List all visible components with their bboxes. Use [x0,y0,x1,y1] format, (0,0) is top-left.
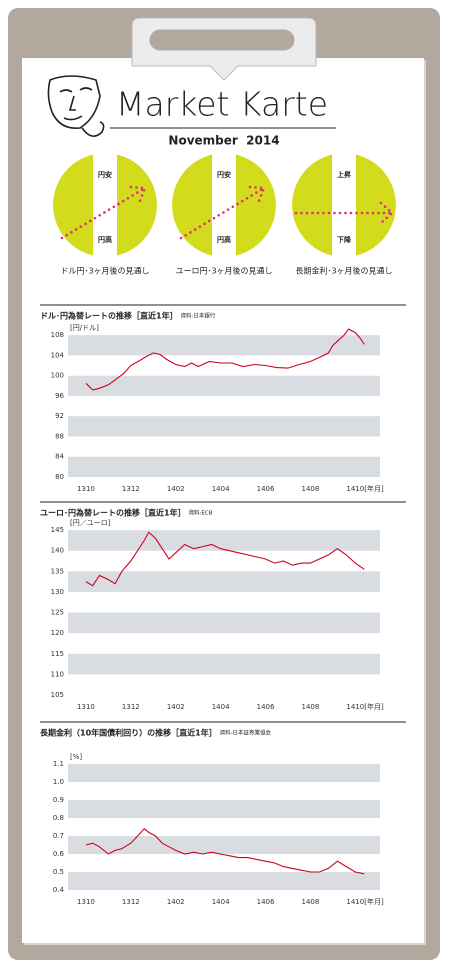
x-tick-label: 1312 [122,485,140,493]
x-unit: [年月] [364,702,384,711]
x-tick-label: 1410 [346,485,364,493]
outlook-arrows [60,185,394,240]
grid-band [68,836,380,854]
y-tick-label: 0.4 [53,886,65,894]
grid-band [68,530,380,551]
y-tick-label: 96 [55,392,64,400]
x-tick-label: 1406 [257,898,275,906]
chart-source: 資料:日本証券業協会 [220,729,272,737]
y-tick-label: 92 [55,412,64,420]
outlook-top: 上昇 [337,170,351,179]
outlook-bottom: 円高 [217,235,231,244]
grid-band [68,872,380,890]
data-line [85,828,365,875]
chart-source: 資料:ECB [189,509,213,517]
x-tick-label: 1410 [346,898,364,906]
x-tick-label: 1404 [212,898,230,906]
grid-band [68,456,380,477]
outlook-dial [172,153,276,257]
subtitle: November 2014 [168,134,279,148]
x-tick-label: 1312 [122,898,140,906]
y-tick-label: 135 [51,567,64,575]
x-unit: [年月] [364,484,384,493]
grid-band [68,335,380,356]
outlook-caption: ドル円･3ヶ月後の見通し [60,266,149,276]
y-unit: [円/ドル] [70,324,99,332]
y-tick-label: 104 [51,351,65,359]
outlook-caption: 長期金利･3ヶ月後の見通し [295,266,392,276]
y-tick-label: 125 [51,609,64,617]
chart-title: ドル･円為替レートの推移［直近1年］ [40,311,178,321]
grid-band [68,375,380,396]
outlook-bottom: 円高 [98,235,112,244]
grid-band [68,612,380,634]
x-tick-label: 1402 [167,898,185,906]
chart-title: ユーロ･円為替レートの推移［直近1年］ [40,508,186,518]
y-tick-label: 110 [51,670,64,678]
x-tick-label: 1402 [167,703,185,711]
chart-title: 長期金利（10年国債利回り）の推移［直近1年］ [40,728,217,738]
grid-band [68,571,380,592]
y-tick-label: 120 [51,629,64,637]
outlook-dial [292,153,396,257]
outlook-dial [53,153,157,257]
x-tick-label: 1406 [257,703,275,711]
y-tick-label: 0.8 [53,814,64,822]
grid-band [68,764,380,782]
x-tick-label: 1408 [302,898,320,906]
x-tick-label: 1310 [77,485,95,493]
outlook-bottom: 下降 [337,235,352,244]
title: Market Karte [116,85,328,124]
y-unit: [%] [70,753,82,761]
y-tick-label: 88 [55,432,64,440]
grid-band [68,653,380,675]
y-tick-label: 108 [51,331,64,339]
logo [47,75,105,137]
y-tick-label: 140 [51,547,64,555]
y-tick-label: 145 [51,526,64,534]
x-tick-label: 1408 [302,485,320,493]
y-tick-label: 1.1 [53,760,64,768]
y-tick-label: 0.6 [53,850,65,858]
clip [131,17,317,81]
x-tick-label: 1404 [212,485,230,493]
y-tick-label: 100 [51,372,64,380]
x-tick-label: 1310 [77,703,95,711]
x-tick-label: 1406 [257,485,275,493]
x-unit: [年月] [364,897,384,906]
outlook-top: 円安 [217,170,231,179]
y-tick-label: 80 [55,473,64,481]
outlook-top: 円安 [98,170,112,179]
y-tick-label: 0.5 [53,868,64,876]
x-tick-label: 1402 [167,485,185,493]
y-tick-label: 0.7 [53,832,64,840]
y-tick-label: 1.0 [53,778,64,786]
y-tick-label: 84 [55,453,64,461]
y-unit: [円／ユーロ] [70,519,111,527]
x-tick-label: 1312 [122,703,140,711]
y-tick-label: 105 [51,691,64,699]
y-tick-label: 130 [51,588,64,596]
x-tick-label: 1310 [77,898,95,906]
grid-band [68,800,380,818]
data-line [85,328,365,391]
x-tick-label: 1408 [302,703,320,711]
x-tick-label: 1410 [346,703,364,711]
y-tick-label: 115 [51,650,64,658]
x-tick-label: 1404 [212,703,230,711]
y-tick-label: 0.9 [53,796,64,804]
chart-source: 資料:日本銀行 [181,312,216,320]
data-line [85,531,365,587]
outlook-caption: ユーロ円･3ヶ月後の見通し [175,266,272,276]
grid-band [68,416,380,437]
